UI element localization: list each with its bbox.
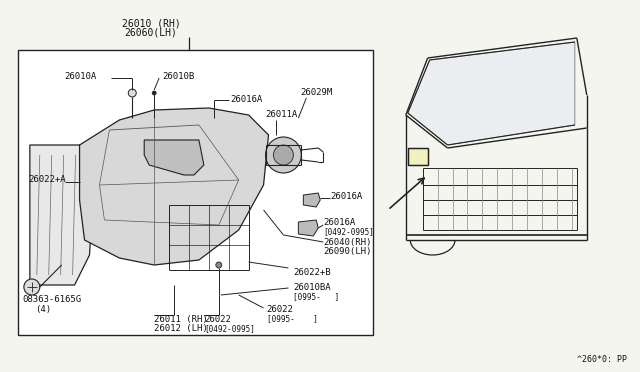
Text: 26011 (RH): 26011 (RH) (154, 315, 208, 324)
Bar (18, 50, 373, 335)
Text: 26016A: 26016A (330, 192, 362, 201)
Text: 26010BA: 26010BA (293, 283, 331, 292)
Text: 26040(RH): 26040(RH) (323, 238, 372, 247)
Polygon shape (298, 220, 318, 236)
Bar (408, 148, 428, 165)
Text: [0995-    ]: [0995- ] (266, 314, 317, 323)
Text: 26022: 26022 (266, 305, 293, 314)
Text: 26011A: 26011A (266, 110, 298, 119)
Text: (4): (4) (35, 305, 51, 314)
Text: 26016A: 26016A (323, 218, 355, 227)
Text: 26060(LH): 26060(LH) (125, 27, 178, 37)
Text: [0995-   ]: [0995- ] (293, 292, 340, 301)
Text: 26010B: 26010B (162, 72, 195, 81)
Polygon shape (30, 145, 95, 285)
Polygon shape (303, 193, 320, 207)
Text: 26090(LH): 26090(LH) (323, 247, 372, 256)
Text: 26022: 26022 (204, 315, 231, 324)
Text: 26016A: 26016A (231, 95, 263, 104)
Circle shape (128, 89, 136, 97)
Circle shape (152, 91, 156, 95)
Polygon shape (144, 140, 204, 175)
Text: 26029M: 26029M (300, 88, 333, 97)
Text: 26012 (LH): 26012 (LH) (154, 324, 208, 333)
Circle shape (266, 137, 301, 173)
Polygon shape (408, 42, 575, 145)
Text: 26022+B: 26022+B (293, 268, 331, 277)
Text: 26022+A: 26022+A (28, 175, 65, 184)
Text: [0492-0995]: [0492-0995] (323, 227, 374, 236)
Text: ^260*0: PP: ^260*0: PP (577, 355, 627, 364)
Circle shape (24, 279, 40, 295)
Text: 26010 (RH): 26010 (RH) (122, 18, 180, 28)
Text: 26010A: 26010A (65, 72, 97, 81)
Text: 08363-6165G: 08363-6165G (22, 295, 81, 304)
Circle shape (216, 262, 222, 268)
Circle shape (273, 145, 293, 165)
Text: [0492-0995]: [0492-0995] (204, 324, 255, 333)
Polygon shape (79, 108, 269, 265)
